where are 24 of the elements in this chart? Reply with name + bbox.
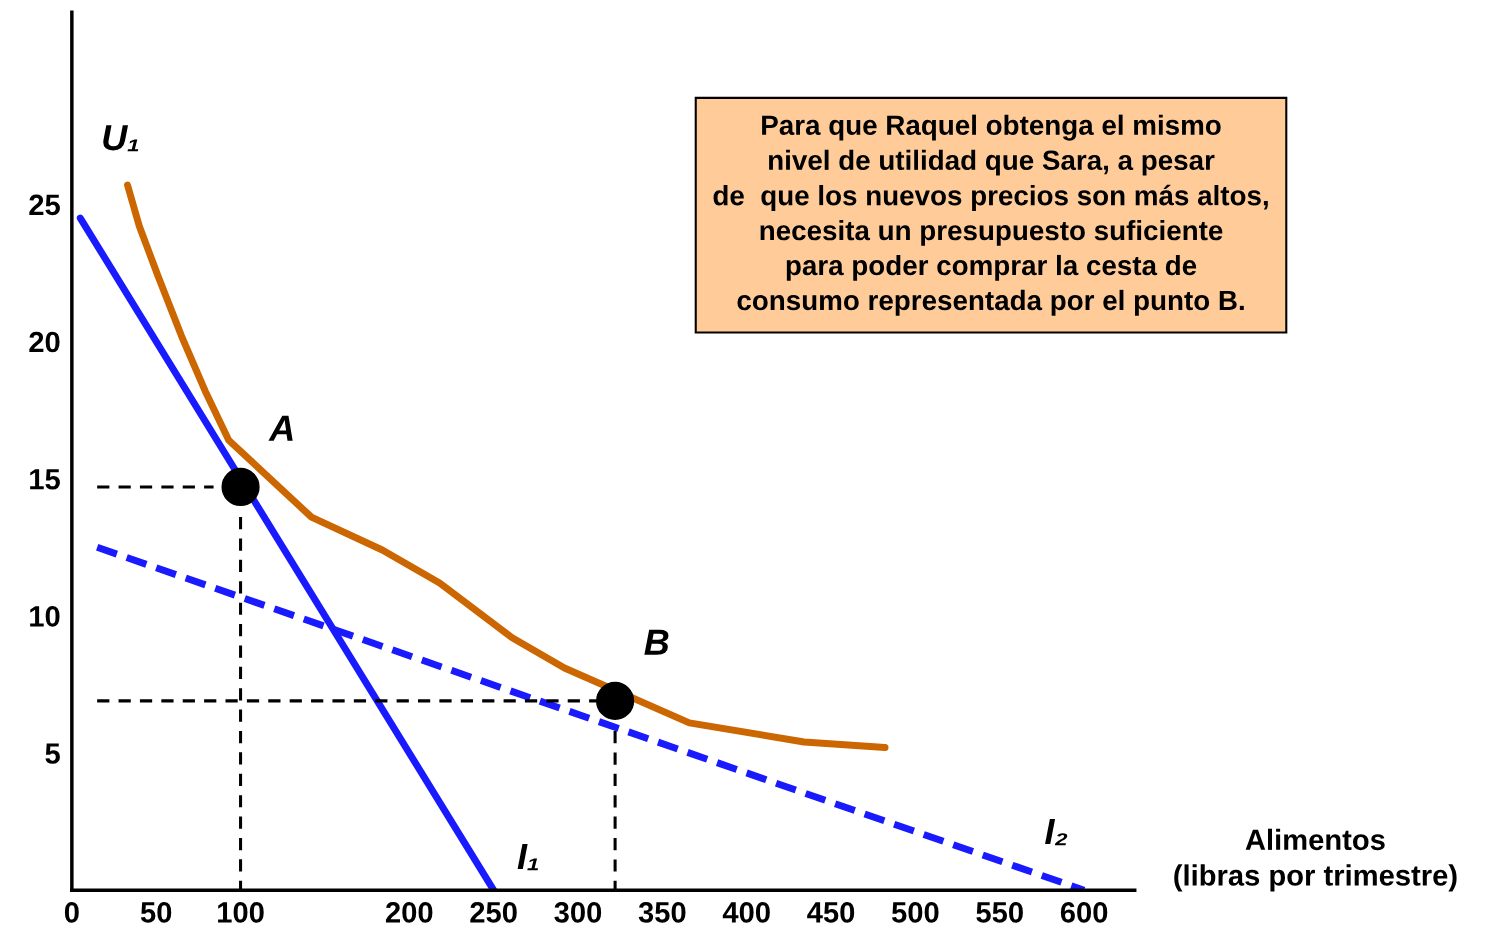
x-tick-label: 0 bbox=[64, 902, 79, 923]
x-tick-label: 350 bbox=[638, 902, 686, 923]
annotation: B bbox=[644, 629, 669, 655]
x-tick-label: 250 bbox=[470, 902, 517, 923]
y-tick-label: 5 bbox=[45, 743, 60, 764]
x-tick-label: 500 bbox=[891, 902, 939, 923]
y-tick-label: 25 bbox=[29, 194, 60, 216]
x-tick-label: 450 bbox=[807, 902, 855, 923]
annotation: I₂ bbox=[1045, 819, 1068, 846]
y-tick-label: 10 bbox=[30, 606, 60, 627]
x-tick-label: 300 bbox=[554, 902, 602, 923]
x-axis-title: Alimentos (libras por trimestre) bbox=[1174, 828, 1457, 892]
x-tick-label: 600 bbox=[1060, 902, 1108, 923]
annotation: U₁ bbox=[103, 125, 139, 152]
x-tick-label: 100 bbox=[218, 902, 264, 923]
x-tick-label: 200 bbox=[385, 902, 433, 923]
annotation: I₁ bbox=[517, 844, 539, 871]
annotation: Para que Raquel obtenga el mismo nivel de utilidad que Sara, a pesar de que los nuevos precios son más altos, necesita un presupuesto suficiente para poder comprar la cesta de consumo representada por el punto B. bbox=[713, 114, 1268, 316]
x-tick-label: 50 bbox=[140, 902, 172, 923]
y-tick-label: 20 bbox=[29, 331, 60, 353]
x-tick-label: 550 bbox=[976, 902, 1023, 923]
y-tick-label: 15 bbox=[30, 469, 60, 490]
annotation: A bbox=[268, 415, 293, 441]
x-tick-label: 400 bbox=[722, 902, 770, 923]
